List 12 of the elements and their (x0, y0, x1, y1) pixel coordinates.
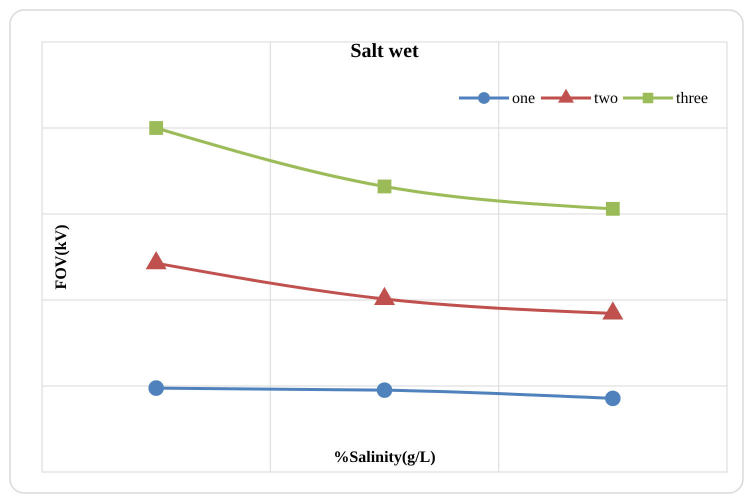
x-axis-title: %Salinity(g/L) (333, 449, 436, 466)
legend-label: two (594, 90, 618, 107)
point (149, 121, 164, 135)
point (605, 390, 621, 406)
point (606, 202, 620, 216)
point (378, 180, 392, 194)
legend-label: one (512, 90, 536, 107)
chart-title: Salt wet (350, 40, 419, 62)
point (376, 382, 392, 398)
y-axis-title: FOV(kV) (53, 224, 70, 290)
point (148, 380, 164, 396)
legend-label: three (676, 90, 708, 107)
